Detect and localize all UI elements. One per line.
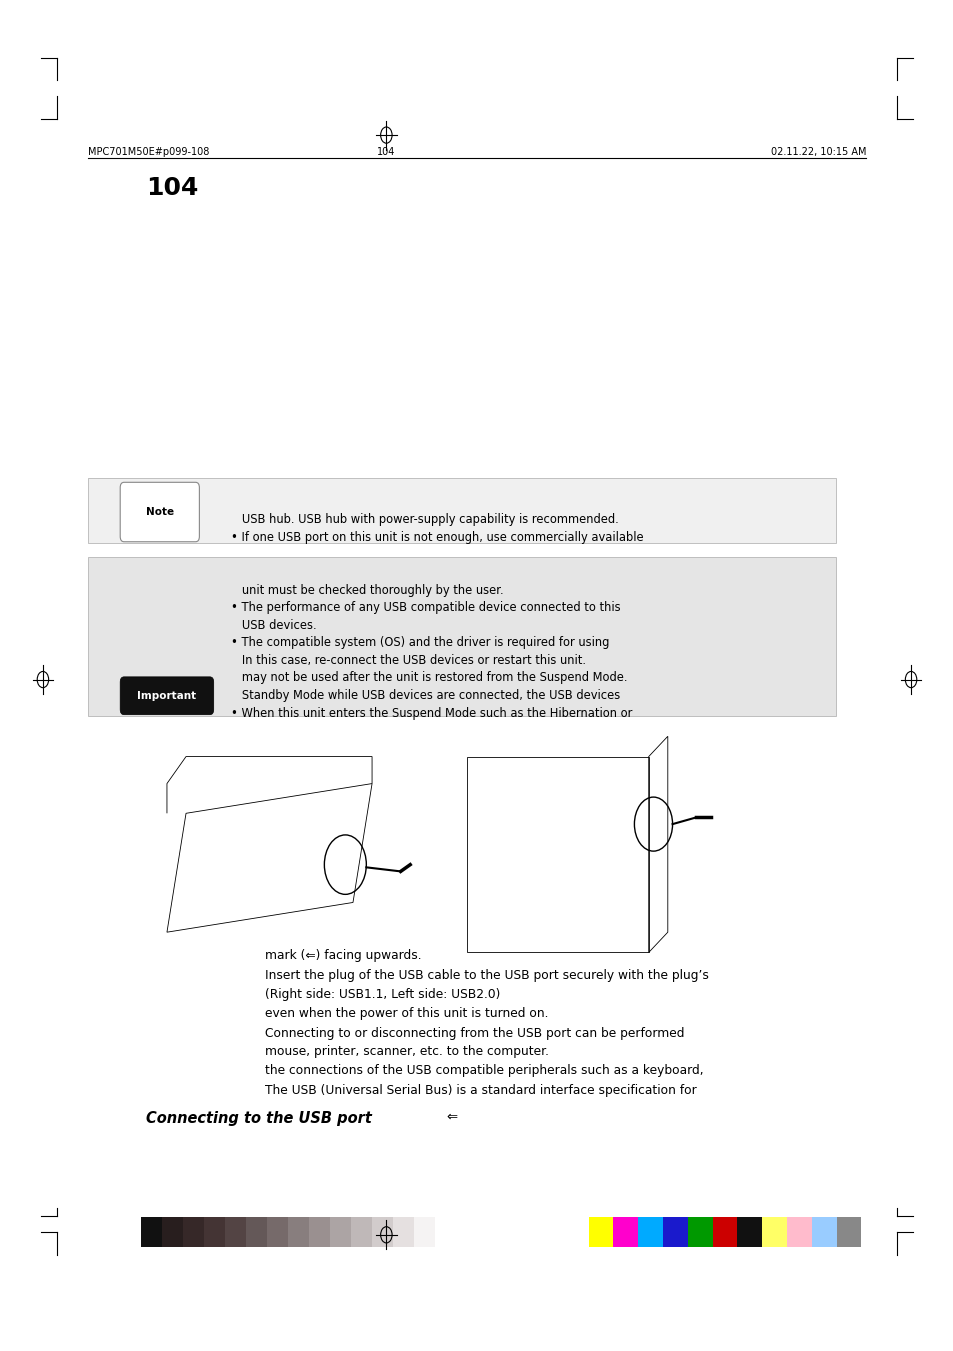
Bar: [372, 1217, 393, 1247]
Text: 104: 104: [146, 176, 198, 200]
Bar: [183, 1217, 204, 1247]
Bar: [225, 1217, 246, 1247]
Text: even when the power of this unit is turned on.: even when the power of this unit is turn…: [265, 1008, 548, 1020]
Text: unit must be checked thoroughly by the user.: unit must be checked thoroughly by the u…: [231, 584, 503, 597]
Text: • When this unit enters the Suspend Mode such as the Hibernation or: • When this unit enters the Suspend Mode…: [231, 707, 632, 720]
Bar: [786, 1217, 811, 1247]
Bar: [246, 1217, 267, 1247]
Text: USB hub. USB hub with power-supply capability is recommended.: USB hub. USB hub with power-supply capab…: [231, 513, 618, 527]
Text: • If one USB port on this unit is not enough, use commercially available: • If one USB port on this unit is not en…: [231, 531, 643, 544]
Bar: [88, 557, 835, 716]
Bar: [162, 1217, 183, 1247]
FancyBboxPatch shape: [120, 677, 213, 715]
Text: USB devices.: USB devices.: [231, 619, 316, 632]
Bar: [761, 1217, 786, 1247]
Bar: [393, 1217, 414, 1247]
Text: Connecting to the USB port: Connecting to the USB port: [146, 1111, 376, 1125]
Bar: [309, 1217, 330, 1247]
Bar: [662, 1217, 687, 1247]
Bar: [588, 1217, 613, 1247]
Bar: [687, 1217, 712, 1247]
Bar: [330, 1217, 351, 1247]
Bar: [737, 1217, 761, 1247]
Text: Standby Mode while USB devices are connected, the USB devices: Standby Mode while USB devices are conne…: [231, 689, 619, 703]
Bar: [836, 1217, 861, 1247]
Text: Important: Important: [137, 690, 196, 701]
Bar: [811, 1217, 836, 1247]
Text: • The performance of any USB compatible device connected to this: • The performance of any USB compatible …: [231, 601, 619, 615]
Bar: [141, 1217, 162, 1247]
Text: ⇐: ⇐: [446, 1111, 457, 1124]
Text: 104: 104: [376, 147, 395, 157]
Bar: [204, 1217, 225, 1247]
Bar: [351, 1217, 372, 1247]
Text: MPC701M50E#p099-108: MPC701M50E#p099-108: [88, 147, 209, 157]
Text: the connections of the USB compatible peripherals such as a keyboard,: the connections of the USB compatible pe…: [265, 1065, 703, 1077]
Text: Connecting to or disconnecting from the USB port can be performed: Connecting to or disconnecting from the …: [265, 1027, 684, 1040]
Text: In this case, re-connect the USB devices or restart this unit.: In this case, re-connect the USB devices…: [231, 654, 585, 667]
Text: Note: Note: [146, 507, 173, 517]
Text: 02.11.22, 10:15 AM: 02.11.22, 10:15 AM: [770, 147, 865, 157]
Bar: [414, 1217, 435, 1247]
Text: mouse, printer, scanner, etc. to the computer.: mouse, printer, scanner, etc. to the com…: [265, 1044, 549, 1058]
Bar: [638, 1217, 662, 1247]
Text: Insert the plug of the USB cable to the USB port securely with the plug’s: Insert the plug of the USB cable to the …: [265, 969, 708, 982]
Text: may not be used after the unit is restored from the Suspend Mode.: may not be used after the unit is restor…: [231, 671, 627, 685]
Bar: [288, 1217, 309, 1247]
Bar: [267, 1217, 288, 1247]
Text: mark (⇐) facing upwards.: mark (⇐) facing upwards.: [265, 950, 421, 962]
Text: • The compatible system (OS) and the driver is required for using: • The compatible system (OS) and the dri…: [231, 636, 609, 650]
Bar: [712, 1217, 737, 1247]
Text: The USB (Universal Serial Bus) is a standard interface specification for: The USB (Universal Serial Bus) is a stan…: [265, 1084, 697, 1097]
Bar: [88, 478, 835, 543]
FancyBboxPatch shape: [120, 482, 199, 542]
Bar: [613, 1217, 638, 1247]
Text: (Right side: USB1.1, Left side: USB2.0): (Right side: USB1.1, Left side: USB2.0): [265, 988, 500, 1001]
